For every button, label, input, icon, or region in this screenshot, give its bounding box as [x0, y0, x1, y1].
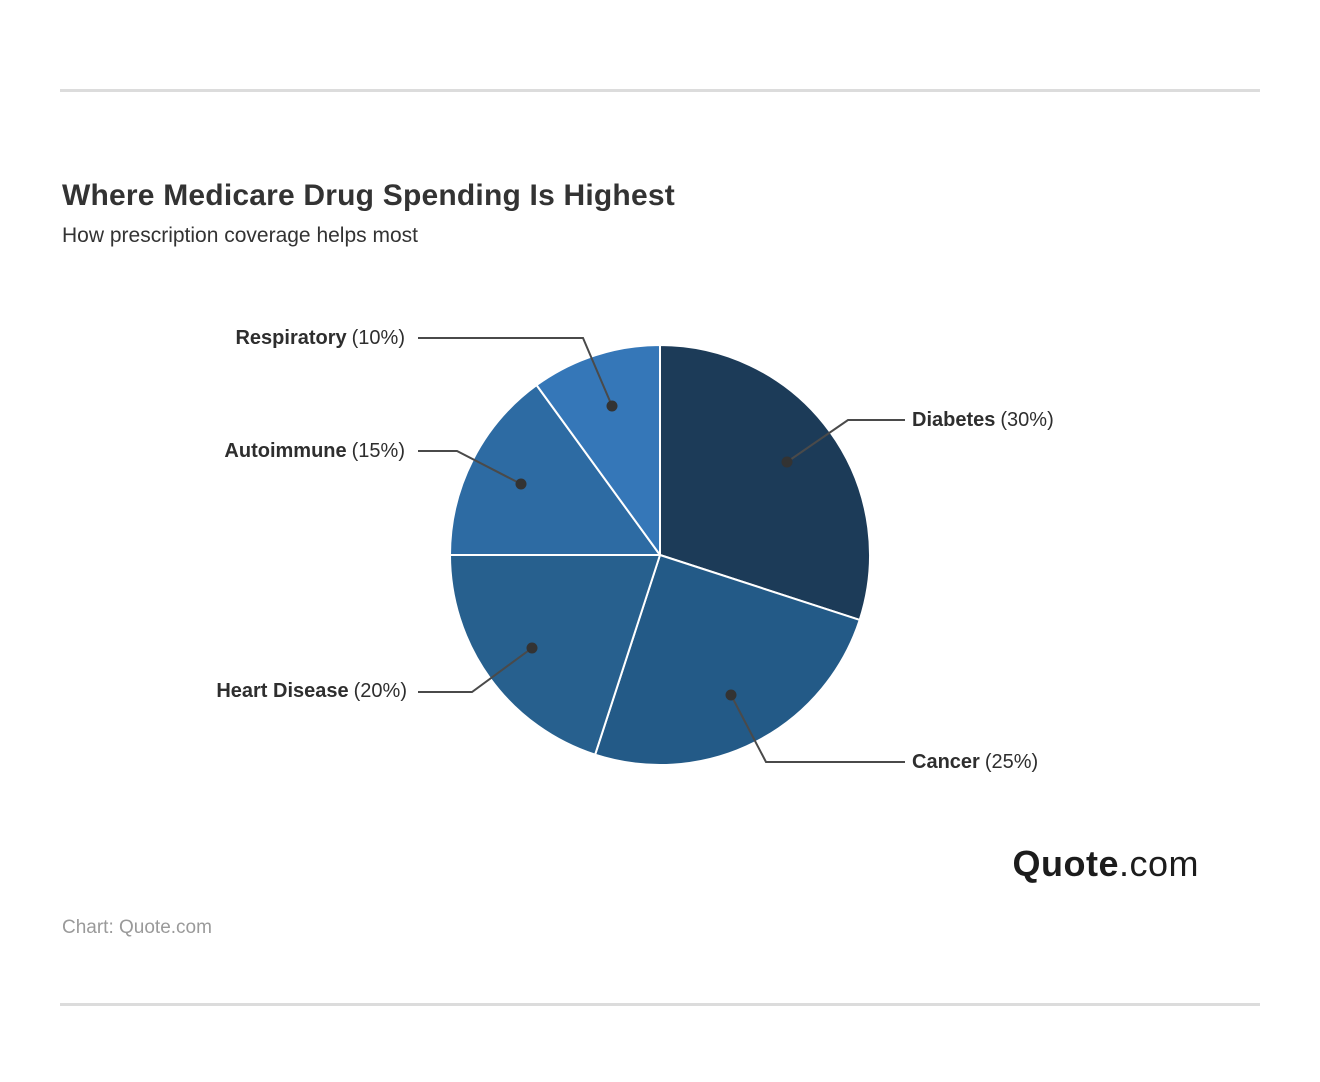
leader-dot-diabetes	[781, 456, 793, 468]
chart-credit: Chart: Quote.com	[62, 917, 212, 938]
leader-line-cancer	[730, 694, 905, 763]
leader-line-heart-disease	[418, 647, 533, 693]
slice-label-percent: (25%)	[984, 751, 1039, 773]
slice-label-name: Heart Disease	[216, 680, 349, 702]
logo-light-text: .com	[1118, 843, 1199, 884]
leader-dot-respiratory	[606, 400, 618, 412]
leader-line-autoimmune	[418, 450, 522, 485]
leader-line-respiratory	[418, 337, 613, 407]
slice-label-diabetes: Diabetes (30%)	[912, 406, 1054, 434]
pie-slice-respiratory	[535, 344, 661, 556]
logo-bold-text: Quote	[1012, 843, 1119, 884]
slice-label-name: Cancer	[912, 751, 980, 773]
leader-line-diabetes	[786, 419, 905, 463]
slice-label-percent: (15%)	[351, 440, 405, 462]
slice-label-cancer: Cancer (25%)	[912, 748, 1038, 776]
leader-dot-heart-disease	[526, 642, 538, 654]
slice-label-name: Respiratory	[235, 327, 347, 349]
slice-label-name: Autoimmune	[224, 440, 347, 462]
slice-label-percent: (10%)	[351, 327, 405, 349]
quote-com-logo: Quote.com	[1012, 843, 1199, 885]
top-divider	[60, 89, 1260, 92]
slice-label-heart-disease: Heart Disease (20%)	[216, 677, 407, 705]
slice-label-respiratory: Respiratory (10%)	[235, 324, 405, 352]
slice-label-name: Diabetes	[912, 409, 996, 431]
chart-title: Where Medicare Drug Spending Is Highest	[62, 179, 675, 213]
slice-label-percent: (30%)	[1000, 409, 1054, 431]
leader-dot-cancer	[725, 689, 737, 701]
leader-dot-autoimmune	[515, 478, 527, 490]
chart-subtitle: How prescription coverage helps most	[62, 224, 418, 247]
slice-label-autoimmune: Autoimmune (15%)	[224, 437, 405, 465]
slice-label-percent: (20%)	[353, 680, 407, 702]
bottom-divider	[60, 1003, 1260, 1006]
